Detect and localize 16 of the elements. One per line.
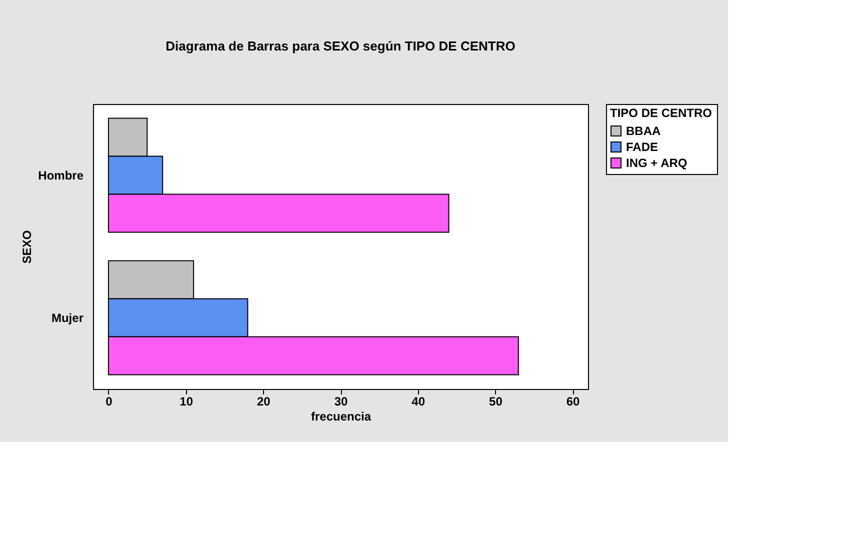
x-tick-label: 0 — [106, 394, 113, 408]
x-tick-label: 10 — [180, 394, 194, 408]
x-tick-label: 30 — [334, 394, 348, 408]
y-tick-label: Mujer — [51, 310, 84, 325]
legend-label: BBAA — [626, 124, 661, 138]
x-tick-label: 60 — [566, 394, 580, 408]
chart-title: Diagrama de Barras para SEXO según TIPO DE CENTRO — [166, 38, 516, 54]
legend-label: FADE — [626, 140, 658, 154]
x-axis-title: frecuencia — [310, 410, 372, 424]
y-tick-label: Hombre — [38, 168, 84, 182]
legend-label: ING + ARQ — [626, 156, 688, 170]
y-axis-title: SEXO — [20, 230, 34, 264]
legend-title: TIPO DE CENTRO — [610, 106, 712, 120]
x-tick-label: 40 — [412, 394, 426, 408]
x-tick-label: 20 — [256, 394, 271, 408]
x-tick-label: 50 — [489, 394, 503, 408]
